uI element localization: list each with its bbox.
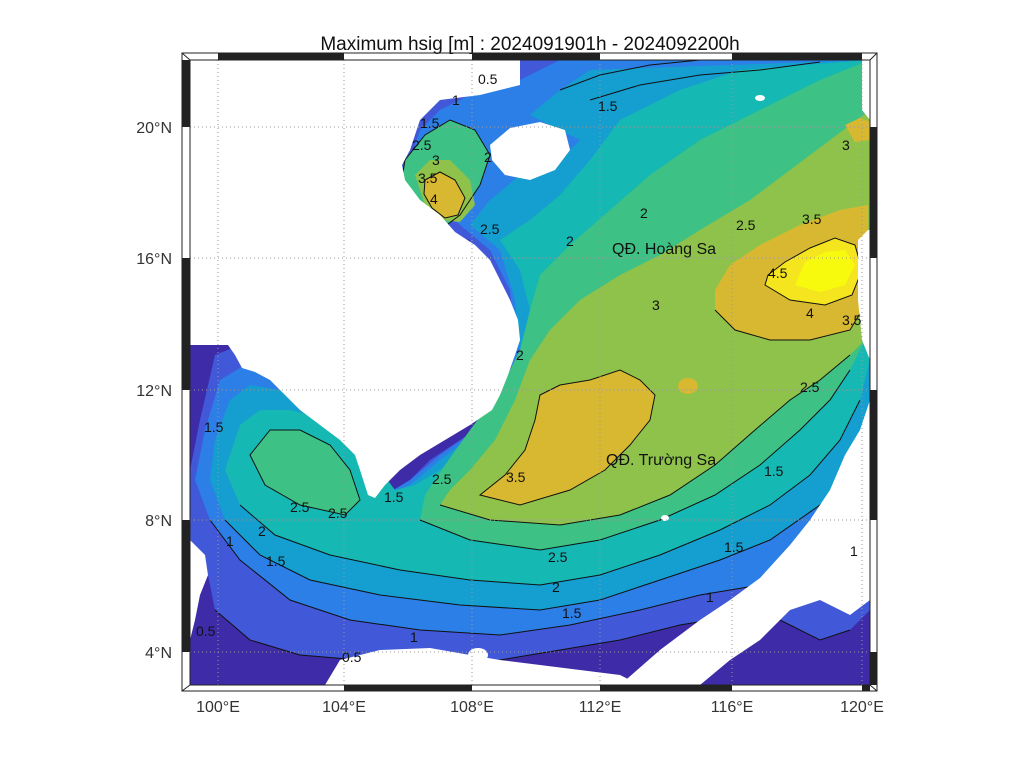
x-tick-label: 112°E bbox=[579, 699, 622, 716]
truong-sa-label: QĐ. Trường Sa bbox=[606, 452, 716, 469]
contour-label: 1 bbox=[706, 589, 714, 605]
islet-2 bbox=[755, 95, 765, 101]
y-tick-label: 12°N bbox=[136, 383, 172, 400]
contour-label: 2.5 bbox=[800, 379, 820, 395]
contour-label: 2 bbox=[566, 233, 574, 249]
contour-label: 1 bbox=[226, 533, 234, 549]
contour-label: 2 bbox=[516, 347, 524, 363]
graticule bbox=[190, 60, 870, 685]
mainland-asia bbox=[190, 60, 520, 498]
contour-label: 2.5 bbox=[328, 505, 348, 521]
wave-band-9 bbox=[795, 250, 855, 292]
contour-label: 2.5 bbox=[480, 221, 500, 237]
wave-band-7 bbox=[480, 370, 655, 505]
y-tick-label: 8°N bbox=[145, 513, 172, 530]
islet-1 bbox=[468, 648, 488, 662]
contour-label: 1.5 bbox=[764, 463, 784, 479]
x-tick-label: 100°E bbox=[196, 699, 240, 716]
borneo bbox=[325, 648, 640, 685]
contour-label: 2.5 bbox=[432, 471, 452, 487]
land bbox=[190, 60, 870, 685]
y-tick-label: 16°N bbox=[136, 251, 172, 268]
contour-label: 1.5 bbox=[204, 419, 224, 435]
contour-label: 3.5 bbox=[506, 469, 526, 485]
x-tick-label: 104°E bbox=[322, 699, 366, 716]
contour-label: 3 bbox=[652, 297, 660, 313]
contour-label: 1 bbox=[452, 92, 460, 108]
wave-band-7e bbox=[678, 378, 698, 394]
contour-label: 3.5 bbox=[418, 170, 438, 186]
contour-label: 0.5 bbox=[342, 649, 362, 665]
contour-label: 2.5 bbox=[548, 549, 568, 565]
contour-label: 2 bbox=[258, 523, 266, 539]
contour-label: 2 bbox=[640, 205, 648, 221]
contour-label: 0.5 bbox=[478, 71, 498, 87]
contour-label: 2 bbox=[552, 579, 560, 595]
wave-band-7c bbox=[424, 172, 465, 218]
x-axis: 100°E 104°E 108°E 112°E 116°E 120°E bbox=[196, 699, 884, 716]
contour-label: 1 bbox=[850, 543, 858, 559]
islet-3 bbox=[806, 548, 818, 556]
contour-label: 1.5 bbox=[598, 98, 618, 114]
contour-label: 1.5 bbox=[384, 489, 404, 505]
contour-label: 4.5 bbox=[768, 265, 788, 281]
hoang-sa-label: QĐ. Hoàng Sa bbox=[612, 241, 716, 258]
borneo-north bbox=[620, 400, 870, 685]
contour-label: 4 bbox=[806, 305, 814, 321]
plot-area: 0.5 1 1.5 1.5 2.5 3 3.5 4 2 2.5 2 2 2.5 … bbox=[190, 60, 870, 685]
contour-label: 1.5 bbox=[420, 115, 440, 131]
contour-label: 2.5 bbox=[290, 499, 310, 515]
wave-band-7d bbox=[845, 118, 870, 142]
map-title: Maximum hsig [m] : 2024091901h - 2024092… bbox=[320, 34, 739, 55]
contour-label: 2 bbox=[484, 149, 492, 165]
x-tick-label: 108°E bbox=[450, 699, 494, 716]
x-tick-label: 116°E bbox=[711, 699, 754, 716]
islet-5 bbox=[195, 569, 205, 581]
luzon-north bbox=[862, 60, 870, 120]
wave-band-5 bbox=[250, 430, 360, 515]
contour-label: 2.5 bbox=[736, 217, 756, 233]
philippines bbox=[858, 230, 870, 360]
contour-label: 3 bbox=[432, 152, 440, 168]
map-frame bbox=[181, 52, 878, 692]
x-tick-label: 120°E bbox=[840, 699, 884, 716]
y-tick-label: 4°N bbox=[145, 645, 172, 662]
contour-label: 2.5 bbox=[412, 137, 432, 153]
contour-labels: 0.5 1 1.5 1.5 2.5 3 3.5 4 2 2.5 2 2 2.5 … bbox=[196, 71, 862, 665]
contour-label: 4 bbox=[430, 191, 438, 207]
peninsula-malaya bbox=[190, 540, 208, 640]
y-tick-label: 20°N bbox=[136, 120, 172, 137]
contour-label: 3.5 bbox=[842, 312, 862, 328]
contour-label: 0.5 bbox=[196, 623, 216, 639]
contour-label: 1 bbox=[410, 629, 418, 645]
contour-label: 3.5 bbox=[802, 211, 822, 227]
contour-label: 1.5 bbox=[562, 605, 582, 621]
contour-label: 3 bbox=[842, 137, 850, 153]
contour-label: 1.5 bbox=[266, 553, 286, 569]
hainan-island bbox=[490, 122, 570, 180]
contour-label: 1.5 bbox=[724, 539, 744, 555]
y-axis: 20°N 16°N 12°N 8°N 4°N bbox=[136, 120, 172, 662]
